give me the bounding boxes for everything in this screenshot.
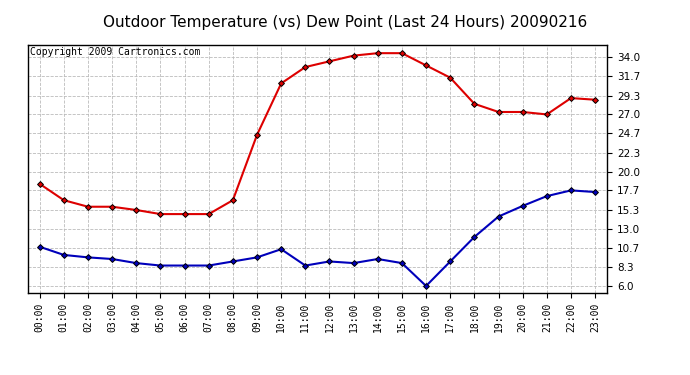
Text: Copyright 2009 Cartronics.com: Copyright 2009 Cartronics.com	[30, 48, 201, 57]
Text: Outdoor Temperature (vs) Dew Point (Last 24 Hours) 20090216: Outdoor Temperature (vs) Dew Point (Last…	[103, 15, 587, 30]
